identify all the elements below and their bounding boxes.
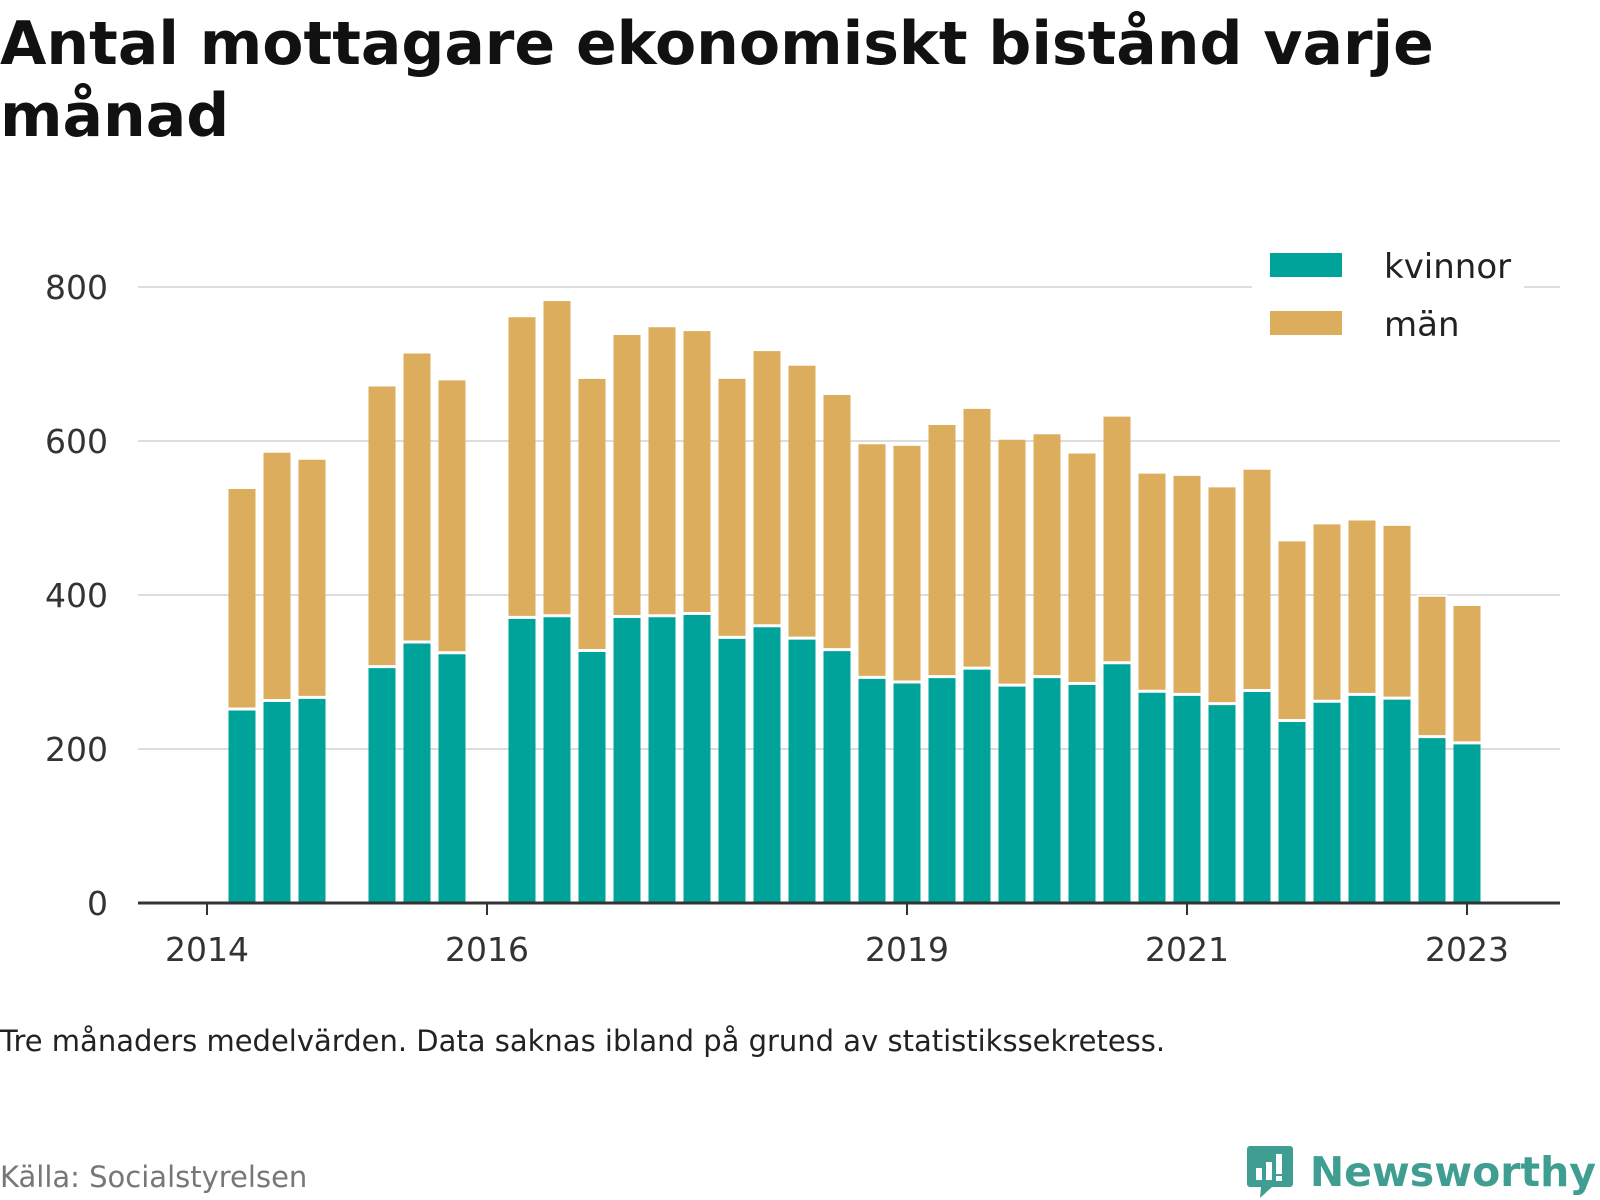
newsworthy-logo-icon — [1246, 1146, 1293, 1198]
bars — [226, 299, 1483, 903]
bar-man — [613, 333, 641, 617]
bar-man — [1033, 433, 1061, 677]
bar-kvinnor — [998, 685, 1026, 903]
x-tick-label: 2016 — [445, 930, 529, 969]
bar-man — [823, 394, 851, 650]
bar-kvinnor — [823, 649, 851, 903]
bar-man — [1313, 523, 1341, 702]
bar-kvinnor — [543, 615, 571, 903]
bar-man — [1278, 540, 1306, 721]
bar-man — [963, 407, 991, 669]
x-axis: 2014 2016 2019 2021 2023 — [138, 901, 1560, 969]
y-tick-label: 200 — [45, 730, 108, 769]
bar-kvinnor — [753, 625, 781, 903]
bar-kvinnor — [1208, 703, 1236, 903]
bar-man — [1068, 452, 1096, 684]
bar-man — [1173, 474, 1201, 695]
bar-kvinnor — [648, 615, 676, 903]
bar-kvinnor — [1103, 662, 1131, 903]
bar-kvinnor — [228, 708, 256, 903]
legend-label-kvinnor: kvinnor — [1384, 247, 1511, 287]
bar-kvinnor — [438, 652, 466, 903]
bar-man — [438, 379, 466, 653]
bar-kvinnor — [368, 666, 396, 903]
bar-kvinnor — [683, 613, 711, 903]
chart-title: Antal mottagare ekonomiskt bistånd varje… — [0, 9, 1434, 151]
x-tick-label: 2023 — [1425, 930, 1509, 969]
bar-kvinnor — [1278, 720, 1306, 903]
bar-man — [718, 377, 746, 638]
bar-kvinnor — [578, 650, 606, 903]
bar-kvinnor — [298, 697, 326, 903]
newsworthy-logo: Newsworthy — [1246, 1144, 1596, 1200]
y-tick-label: 600 — [45, 422, 108, 461]
bar-man — [543, 300, 571, 616]
bar-man — [1243, 468, 1271, 691]
bar-man — [403, 352, 431, 642]
chart-note: Tre månaders medelvärden. Data saknas ib… — [0, 1024, 1166, 1058]
legend-label-man: män — [1384, 305, 1460, 345]
y-tick-label: 800 — [45, 268, 108, 307]
bar-man — [1418, 595, 1446, 737]
bar-man — [648, 326, 676, 616]
bar-kvinnor — [1453, 742, 1481, 903]
bar-man — [1383, 524, 1411, 699]
bar-kvinnor — [1418, 736, 1446, 903]
x-tick-label: 2014 — [165, 930, 249, 969]
x-tick-label: 2021 — [1145, 930, 1229, 969]
legend-swatch-kvinnor — [1270, 253, 1342, 277]
bar-man — [998, 438, 1026, 686]
bar-man — [263, 451, 291, 701]
bar-kvinnor — [613, 616, 641, 903]
legend-swatch-man — [1270, 311, 1342, 335]
source-label: Källa: Socialstyrelsen — [0, 1160, 308, 1194]
legend: kvinnor män — [1252, 247, 1524, 351]
bar-man — [928, 424, 956, 677]
bar-man — [298, 458, 326, 698]
bar-kvinnor — [1068, 683, 1096, 903]
bar-man — [1348, 519, 1376, 695]
bar-kvinnor — [963, 668, 991, 903]
bar-kvinnor — [788, 638, 816, 903]
bar-kvinnor — [263, 700, 291, 903]
bar-man — [1138, 472, 1166, 692]
x-tick-label: 2019 — [865, 930, 949, 969]
bar-man — [1208, 486, 1236, 704]
bar-man — [1103, 415, 1131, 663]
bar-man — [368, 385, 396, 667]
bar-kvinnor — [928, 676, 956, 903]
bar-man — [578, 377, 606, 651]
bar-kvinnor — [1243, 690, 1271, 903]
bar-kvinnor — [403, 641, 431, 903]
bar-man — [788, 364, 816, 639]
bar-kvinnor — [893, 682, 921, 903]
bar-kvinnor — [1313, 701, 1341, 903]
bar-kvinnor — [1383, 698, 1411, 903]
bar-kvinnor — [1033, 676, 1061, 903]
y-tick-label: 400 — [45, 576, 108, 615]
bar-man — [508, 316, 536, 618]
bar-kvinnor — [1138, 691, 1166, 903]
bar-kvinnor — [718, 637, 746, 903]
y-axis-ticks: 0 200 400 600 800 — [45, 268, 108, 923]
bar-man — [228, 487, 256, 709]
bar-kvinnor — [1173, 694, 1201, 903]
bar-man — [858, 443, 886, 678]
bar-man — [893, 444, 921, 683]
bar-man — [683, 330, 711, 614]
bar-man — [1453, 605, 1481, 743]
y-tick-label: 0 — [87, 884, 108, 923]
brand-name: Newsworthy — [1309, 1148, 1596, 1196]
bar-kvinnor — [858, 677, 886, 903]
bar-man — [753, 350, 781, 626]
bar-kvinnor — [1348, 694, 1376, 903]
bar-kvinnor — [508, 617, 536, 903]
